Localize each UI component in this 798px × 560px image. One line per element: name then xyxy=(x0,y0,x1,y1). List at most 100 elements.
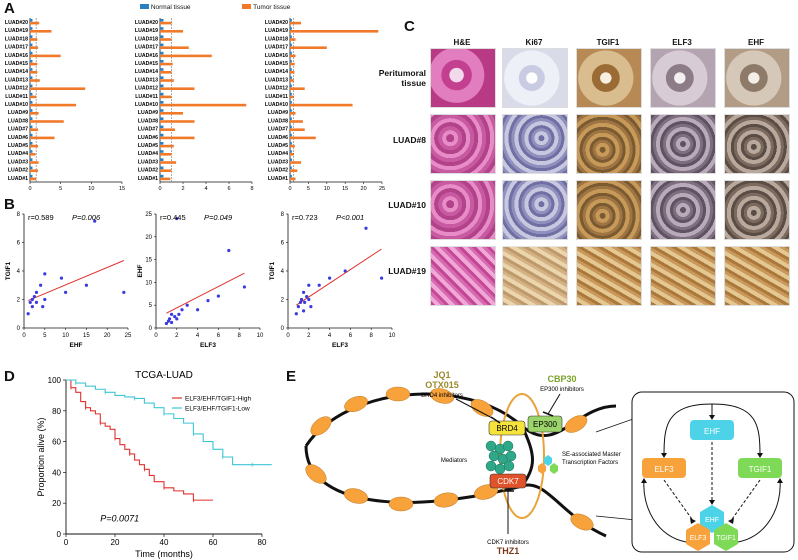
tick-label-category: LUAD#15 xyxy=(265,61,288,67)
arrow xyxy=(663,479,695,523)
arrowhead xyxy=(777,478,783,483)
tick-label-category: LUAD#6 xyxy=(138,135,158,141)
survival-curve xyxy=(66,379,272,466)
nucleosomes xyxy=(305,386,594,531)
bar-chart-ehf: LUAD#20LUAD#19LUAD#18LUAD#17LUAD#16LUAD#… xyxy=(265,18,385,192)
tick-label-category: LUAD#1 xyxy=(8,176,28,182)
legend-normal-label: Normal tissue xyxy=(150,4,191,11)
bar-tumor xyxy=(30,95,37,99)
regression-line xyxy=(27,260,125,302)
ihc-image-luad19-tgif1 xyxy=(576,246,642,306)
arrowhead xyxy=(690,518,696,524)
bar-tumor xyxy=(160,103,247,107)
panel-letter-c: C xyxy=(404,18,415,35)
ihc-image-luad8-elf3 xyxy=(650,114,716,174)
regression-line xyxy=(166,272,245,314)
y-tick-label: 25 xyxy=(145,212,152,218)
y-tick-label: 6 xyxy=(17,241,21,247)
data-point xyxy=(364,226,368,230)
tick-label-category: LUAD#16 xyxy=(5,53,28,59)
correlation-label: r=0.589 xyxy=(28,213,54,222)
bar-tumor xyxy=(160,128,175,131)
ep300-inhibition-bar xyxy=(542,411,554,417)
data-point xyxy=(227,248,231,253)
ehf-node-label: EHF xyxy=(704,427,720,436)
bar-normal xyxy=(160,142,164,145)
tgif1-hexagon xyxy=(714,523,738,551)
nucleosome xyxy=(474,484,498,500)
bar-tumor xyxy=(30,46,38,49)
y-tick-label: 2 xyxy=(17,298,21,304)
bar-normal xyxy=(30,150,33,153)
tick-label-category: LUAD#17 xyxy=(265,45,288,51)
bar-tumor xyxy=(30,120,64,123)
data-point xyxy=(216,294,220,298)
ihc-image-luad19-elf3 xyxy=(650,246,716,306)
x-tick-label: 5 xyxy=(59,186,62,192)
tick-label-category: LUAD#19 xyxy=(265,28,288,34)
tick-label-category: LUAD#10 xyxy=(5,102,28,108)
bar-normal xyxy=(30,92,33,96)
bar-tumor xyxy=(30,79,40,82)
arrow xyxy=(737,479,781,543)
data-point xyxy=(170,312,174,316)
bar-tumor xyxy=(30,112,39,115)
data-point xyxy=(185,303,189,307)
nucleosome xyxy=(430,388,454,404)
x-tick-label: 4 xyxy=(196,333,200,339)
tick-label-category: LUAD#7 xyxy=(138,127,158,133)
data-point xyxy=(173,315,177,319)
bar-tumor xyxy=(290,21,302,25)
data-point xyxy=(303,300,307,304)
data-point xyxy=(170,320,174,325)
data-point xyxy=(196,308,200,312)
bar-normal xyxy=(290,142,292,145)
bar-tumor xyxy=(30,177,37,181)
y-tick-label: 40 xyxy=(52,468,61,477)
cdk7-label: CDK7 xyxy=(497,477,519,486)
data-point xyxy=(309,305,313,309)
tick-label-category: LUAD#4 xyxy=(268,151,288,157)
bar-normal xyxy=(30,142,33,145)
bar-normal xyxy=(290,117,292,120)
mediator xyxy=(485,440,497,452)
bar-normal xyxy=(30,60,33,63)
elf3-hexagon xyxy=(686,523,710,551)
tick-label-category: LUAD#4 xyxy=(138,151,158,157)
arrowhead xyxy=(709,500,715,505)
tick-label-category: LUAD#9 xyxy=(268,110,288,116)
y-axis-label: TGIF1 xyxy=(269,261,276,280)
x-tick-label: 2 xyxy=(181,186,184,192)
bar-normal xyxy=(30,35,33,38)
bar-tumor xyxy=(290,30,379,33)
x-tick-label: 6 xyxy=(217,333,221,339)
bar-tumor xyxy=(30,161,39,164)
ihc-image-luad19-ki67 xyxy=(502,246,568,306)
x-tick-label: 10 xyxy=(257,333,264,339)
data-point xyxy=(64,290,68,294)
data-point xyxy=(59,276,64,280)
bar-tumor xyxy=(290,54,296,58)
bar-chart-elf3: LUAD#20LUAD#19LUAD#18LUAD#17LUAD#16LUAD#… xyxy=(5,18,125,192)
bar-normal xyxy=(290,92,292,96)
x-tick-label: 25 xyxy=(379,186,385,192)
tick-label-category: LUAD#19 xyxy=(5,28,28,34)
nucleosome xyxy=(344,395,368,413)
bar-normal xyxy=(30,117,33,120)
tf-hexagon-tgif1 xyxy=(550,463,558,474)
ihc-image-luad19-he xyxy=(430,246,496,306)
x-tick-label: 0 xyxy=(158,186,161,192)
tick-label-category: LUAD#8 xyxy=(268,118,288,124)
bar-tumor xyxy=(160,144,174,148)
bar-normal xyxy=(160,84,164,88)
arrowhead xyxy=(661,453,667,458)
bar-normal xyxy=(160,166,164,170)
bar-normal xyxy=(290,84,292,88)
tick-label-category: LUAD#11 xyxy=(265,94,288,100)
ihc-image-peritumoral-elf3 xyxy=(650,48,716,108)
legend-swatch-normal xyxy=(140,4,149,9)
tick-label-category: LUAD#5 xyxy=(268,143,288,149)
correlation-label: r=0.445 xyxy=(160,213,186,222)
y-tick-label: 20 xyxy=(52,499,61,508)
data-point xyxy=(343,269,347,273)
